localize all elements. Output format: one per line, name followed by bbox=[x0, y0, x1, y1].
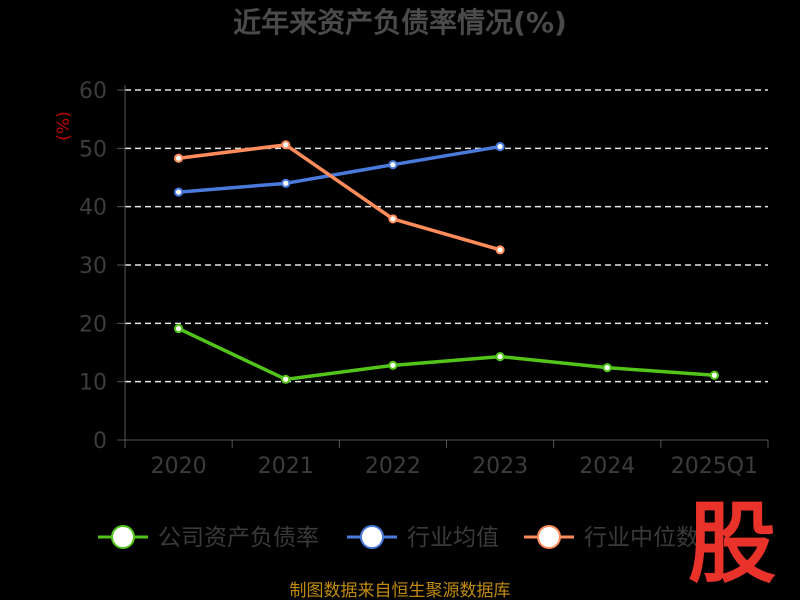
x-tick-label-2024: 2024 bbox=[579, 454, 635, 479]
series-group bbox=[173, 140, 720, 384]
data-point-0-3 bbox=[495, 351, 505, 362]
legend: 公司资产负债率 行业均值 行业中位数 bbox=[98, 525, 699, 551]
x-tick-label-2025Q1: 2025Q1 bbox=[671, 454, 758, 479]
y-tick-label-60: 60 bbox=[79, 79, 107, 104]
data-point-2-2 bbox=[388, 214, 398, 224]
data-point-0-2 bbox=[388, 360, 398, 370]
legend-marker-0 bbox=[111, 525, 135, 549]
legend-marker-1 bbox=[360, 525, 384, 549]
chart-title: 近年来资产负债率情况(%) bbox=[233, 6, 567, 39]
data-point-1-1 bbox=[281, 178, 291, 188]
source-note: 制图数据来自恒生聚源数据库 bbox=[290, 581, 511, 600]
legend-marker-2 bbox=[537, 525, 561, 549]
data-point-0-1 bbox=[281, 374, 291, 384]
legend-label-0: 公司资产负债率 bbox=[158, 525, 319, 551]
axes bbox=[124, 85, 768, 441]
y-tick-label-40: 40 bbox=[79, 196, 107, 221]
data-point-0-4 bbox=[602, 363, 612, 373]
legend-label-1: 行业均值 bbox=[407, 525, 499, 551]
data-point-1-3 bbox=[495, 141, 505, 152]
y-tick-label-30: 30 bbox=[79, 254, 107, 279]
x-tick-label-2022: 2022 bbox=[365, 454, 421, 479]
grid-lines bbox=[125, 89, 768, 383]
data-point-0-5 bbox=[709, 370, 720, 380]
series-line-1 bbox=[178, 144, 501, 194]
data-point-1-0 bbox=[173, 187, 184, 197]
series-line-2 bbox=[178, 143, 501, 252]
data-point-2-3 bbox=[495, 245, 505, 255]
y-tick-label-10: 10 bbox=[79, 371, 107, 396]
y-tick-label-20: 20 bbox=[79, 312, 107, 337]
legend-label-2: 行业中位数 bbox=[584, 525, 699, 551]
y-tick-label-50: 50 bbox=[79, 137, 107, 162]
series-line-0 bbox=[177, 327, 715, 382]
data-point-2-1 bbox=[281, 140, 291, 150]
y-axis-ticks: 0 10 20 30 40 50 60 bbox=[79, 79, 125, 454]
x-tick-label-2023: 2023 bbox=[472, 454, 528, 479]
brand-logo: 股 bbox=[688, 492, 776, 595]
data-point-2-0 bbox=[173, 153, 184, 163]
y-tick-label-0: 0 bbox=[93, 429, 107, 454]
y-axis-unit: (%) bbox=[54, 111, 74, 140]
x-tick-label-2021: 2021 bbox=[258, 454, 314, 479]
data-point-0-0 bbox=[173, 323, 184, 334]
x-tick-label-2020: 2020 bbox=[151, 454, 207, 479]
data-point-1-2 bbox=[388, 160, 398, 170]
x-axis-ticks: 2020 2021 2022 2023 2024 2025Q1 bbox=[124, 440, 769, 479]
